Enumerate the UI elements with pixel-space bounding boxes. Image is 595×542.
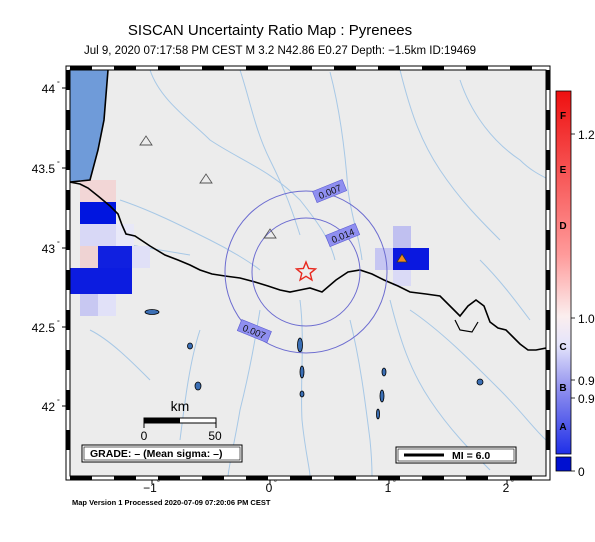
grade-text: GRADE: – (Mean sigma: –)	[90, 448, 222, 460]
lat-label: 44	[42, 82, 56, 96]
lat-label: 42.5	[32, 321, 56, 335]
colorbar-value: 0.9	[578, 392, 595, 406]
station-icon	[263, 228, 277, 239]
processing-footer: Map Version 1 Processed 2020-07-09 07:20…	[72, 498, 271, 507]
station-triggered-icon	[396, 253, 408, 263]
lat-label: 43	[42, 242, 56, 256]
colorbar-letter: E	[560, 165, 567, 176]
colorbar-letter: A	[559, 422, 566, 433]
epicenter-star-icon	[294, 260, 318, 282]
longitude-labels: −1 0 1 2	[143, 481, 510, 495]
uncertainty-contours	[224, 190, 388, 354]
grade-box: GRADE: – (Mean sigma: –)	[81, 444, 243, 463]
station-icon	[139, 135, 153, 146]
lat-label: 43.5	[32, 162, 56, 176]
lon-degree-marks: ° ° ° °	[157, 479, 514, 487]
coastline	[70, 70, 109, 183]
station-icon	[199, 173, 213, 184]
sea-area	[70, 70, 108, 182]
lon-label: −1	[143, 481, 157, 495]
lakes	[144, 309, 484, 420]
colorbar-values: 1.2 1.0 0.9 0.9 0	[578, 128, 595, 479]
map-area[interactable]	[70, 70, 546, 476]
colorbar: F E D C B A 1.2 1.0 0.9 0.9 0	[555, 90, 595, 479]
scale-end: 50	[208, 429, 222, 443]
svg-text:°: °	[157, 479, 160, 487]
mi-box: MI = 6.0	[395, 446, 517, 464]
svg-text:°: °	[57, 160, 60, 168]
svg-text:°: °	[274, 479, 277, 487]
border-line	[70, 181, 546, 351]
lon-label: 0	[266, 481, 273, 495]
lat-label: 42	[42, 400, 56, 414]
svg-text:°: °	[57, 319, 60, 327]
colorbar-letter: D	[559, 221, 566, 232]
event-subtitle: Jul 9, 2020 07:17:58 PM CEST M 3.2 N42.8…	[84, 45, 476, 57]
scale-unit: km	[171, 398, 190, 414]
colorbar-value: 0.9	[578, 374, 595, 388]
colorbar-value: 0	[578, 465, 585, 479]
lat-degree-marks: ° ° ° ° °	[57, 80, 60, 406]
scale-bar: km 0 50	[141, 398, 222, 443]
svg-text:°: °	[57, 240, 60, 248]
scale-start: 0	[141, 429, 148, 443]
map-title: SISCAN Uncertainty Ratio Map : Pyrenees	[127, 22, 413, 39]
colorbar-letter: F	[560, 111, 566, 122]
mi-text: MI = 6.0	[452, 450, 490, 462]
svg-text:°: °	[57, 398, 60, 406]
colorbar-letter: B	[559, 383, 566, 394]
colorbar-value: 1.0	[578, 312, 595, 326]
colorbar-letters: F E D C B A	[559, 111, 566, 433]
ratio-grid-cells	[70, 180, 429, 316]
land-area	[70, 70, 546, 476]
map-frame	[62, 65, 551, 484]
lon-label: 2	[503, 481, 510, 495]
svg-text:°: °	[393, 479, 396, 487]
colorbar-letter: C	[559, 342, 566, 353]
svg-text:°: °	[511, 479, 514, 487]
lon-label: 1	[385, 481, 392, 495]
colorbar-value: 1.2	[578, 128, 595, 142]
latitude-labels: 44 43.5 43 42.5 42	[32, 82, 56, 414]
stations	[139, 135, 408, 263]
svg-text:°: °	[57, 80, 60, 88]
